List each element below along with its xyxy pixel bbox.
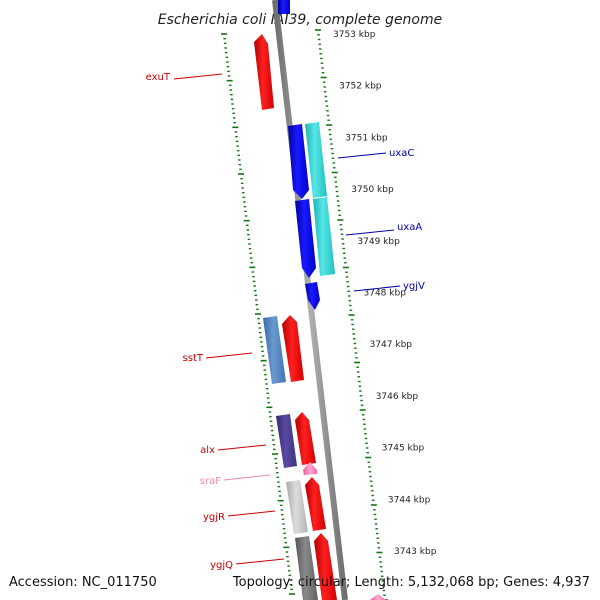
kbp-label: 3743 kbp bbox=[394, 547, 437, 557]
gene-label-text: uxaA bbox=[397, 222, 422, 233]
gene-feature bbox=[278, 0, 290, 14]
kbp-scale-labels: 3753 kbp 3752 kbp 3751 kbp 3750 kbp 3749 kbp… bbox=[333, 30, 437, 557]
gene-label-ygjV[interactable]: ygjV bbox=[353, 281, 425, 292]
gene-sstT[interactable] bbox=[263, 315, 304, 384]
gene-uxaC[interactable] bbox=[288, 124, 309, 199]
gene-label-text: alx bbox=[200, 445, 215, 456]
gene-exuT[interactable] bbox=[254, 34, 274, 110]
kbp-label: 3749 kbp bbox=[357, 237, 400, 247]
gene-ygjQ[interactable] bbox=[295, 533, 386, 600]
genome-summary-text: Topology: circular; Length: 5,132,068 bp… bbox=[232, 575, 590, 590]
gene-label-uxaC[interactable]: uxaC bbox=[337, 148, 414, 159]
gene-label-text: ygjR bbox=[203, 512, 225, 523]
kbp-label: 3753 kbp bbox=[333, 30, 376, 40]
gene-sraF[interactable] bbox=[303, 462, 317, 475]
gene-label-uxaA[interactable]: uxaA bbox=[345, 222, 422, 236]
gene-uxaA-cds[interactable] bbox=[313, 197, 335, 276]
gene-alx[interactable] bbox=[276, 412, 316, 468]
kbp-label: 3744 kbp bbox=[388, 495, 431, 505]
gene-uxaA[interactable] bbox=[295, 199, 316, 278]
gene-label-text: exuT bbox=[146, 72, 171, 83]
gene-label-text: sraF bbox=[200, 476, 221, 487]
gene-ygjV[interactable] bbox=[305, 282, 320, 310]
kbp-label: 3750 kbp bbox=[351, 185, 394, 195]
gene-label-ygjR[interactable]: ygjR bbox=[203, 510, 276, 523]
gene-label-sraF[interactable]: sraF bbox=[200, 474, 271, 487]
right-scale-ticks bbox=[315, 29, 388, 600]
gene-label-alx[interactable]: alx bbox=[200, 444, 267, 456]
map-title: Escherichia coli IAI39, complete genome bbox=[158, 12, 443, 28]
kbp-label: 3751 kbp bbox=[345, 133, 388, 143]
kbp-label: 3747 kbp bbox=[370, 340, 413, 350]
gene-label-ygjQ[interactable]: ygjQ bbox=[210, 558, 285, 571]
gene-label-exuT[interactable]: exuT bbox=[146, 72, 223, 83]
left-scale-ticks bbox=[221, 33, 295, 595]
gene-label-text: sstT bbox=[183, 353, 204, 364]
gene-uxaC-cds[interactable] bbox=[305, 122, 327, 198]
gene-ygjR[interactable] bbox=[286, 477, 326, 534]
gene-label-sstT[interactable]: sstT bbox=[183, 352, 253, 364]
kbp-label: 3746 kbp bbox=[376, 392, 419, 402]
gene-label-text: ygjQ bbox=[210, 560, 233, 571]
accession-text: Accession: NC_011750 bbox=[9, 575, 157, 590]
gene-label-text: uxaC bbox=[389, 148, 414, 159]
kbp-label: 3745 kbp bbox=[382, 444, 425, 454]
kbp-label: 3752 kbp bbox=[339, 82, 382, 92]
kbp-label: 3748 kbp bbox=[364, 289, 407, 299]
gene-label-text: ygjV bbox=[403, 281, 425, 292]
